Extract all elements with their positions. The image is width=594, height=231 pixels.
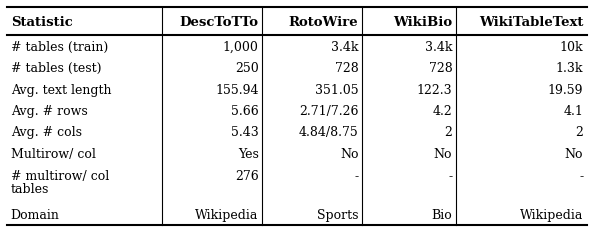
Text: No: No	[565, 147, 583, 160]
Text: 3.4k: 3.4k	[331, 40, 358, 53]
Text: 2: 2	[576, 126, 583, 139]
Text: 250: 250	[235, 62, 258, 75]
Text: 4.84/8.75: 4.84/8.75	[299, 126, 358, 139]
Text: Avg. text length: Avg. text length	[11, 83, 111, 96]
Text: No: No	[434, 147, 452, 160]
Text: Bio: Bio	[431, 208, 452, 221]
Text: Yes: Yes	[238, 147, 258, 160]
Text: # tables (train): # tables (train)	[11, 40, 108, 53]
Text: 3.4k: 3.4k	[425, 40, 452, 53]
Text: 5.66: 5.66	[231, 105, 258, 118]
Text: 728: 728	[428, 62, 452, 75]
Text: WikiBio: WikiBio	[393, 16, 452, 29]
Text: RotoWire: RotoWire	[289, 16, 358, 29]
Text: 155.94: 155.94	[215, 83, 258, 96]
Text: 10k: 10k	[560, 40, 583, 53]
Text: 1,000: 1,000	[223, 40, 258, 53]
Text: Wikipedia: Wikipedia	[520, 208, 583, 221]
Text: 1.3k: 1.3k	[556, 62, 583, 75]
Text: 4.1: 4.1	[564, 105, 583, 118]
Text: Avg. # rows: Avg. # rows	[11, 105, 87, 118]
Text: 2: 2	[444, 126, 452, 139]
Text: Multirow/ col: Multirow/ col	[11, 147, 96, 160]
Text: Statistic: Statistic	[11, 16, 72, 29]
Text: 122.3: 122.3	[416, 83, 452, 96]
Text: Wikipedia: Wikipedia	[195, 208, 258, 221]
Text: 2.71/7.26: 2.71/7.26	[299, 105, 358, 118]
Text: DescToTTo: DescToTTo	[179, 16, 258, 29]
Text: 728: 728	[334, 62, 358, 75]
Text: Domain: Domain	[11, 208, 59, 221]
Text: tables: tables	[11, 182, 49, 195]
Text: 19.59: 19.59	[548, 83, 583, 96]
Text: -: -	[354, 169, 358, 182]
Text: -: -	[448, 169, 452, 182]
Text: 276: 276	[235, 169, 258, 182]
Text: # multirow/ col: # multirow/ col	[11, 169, 109, 182]
Text: WikiTableText: WikiTableText	[479, 16, 583, 29]
Text: -: -	[579, 169, 583, 182]
Text: Avg. # cols: Avg. # cols	[11, 126, 82, 139]
Text: # tables (test): # tables (test)	[11, 62, 101, 75]
Text: 5.43: 5.43	[231, 126, 258, 139]
Text: No: No	[340, 147, 358, 160]
Text: 351.05: 351.05	[315, 83, 358, 96]
Text: Sports: Sports	[317, 208, 358, 221]
Text: 4.2: 4.2	[432, 105, 452, 118]
